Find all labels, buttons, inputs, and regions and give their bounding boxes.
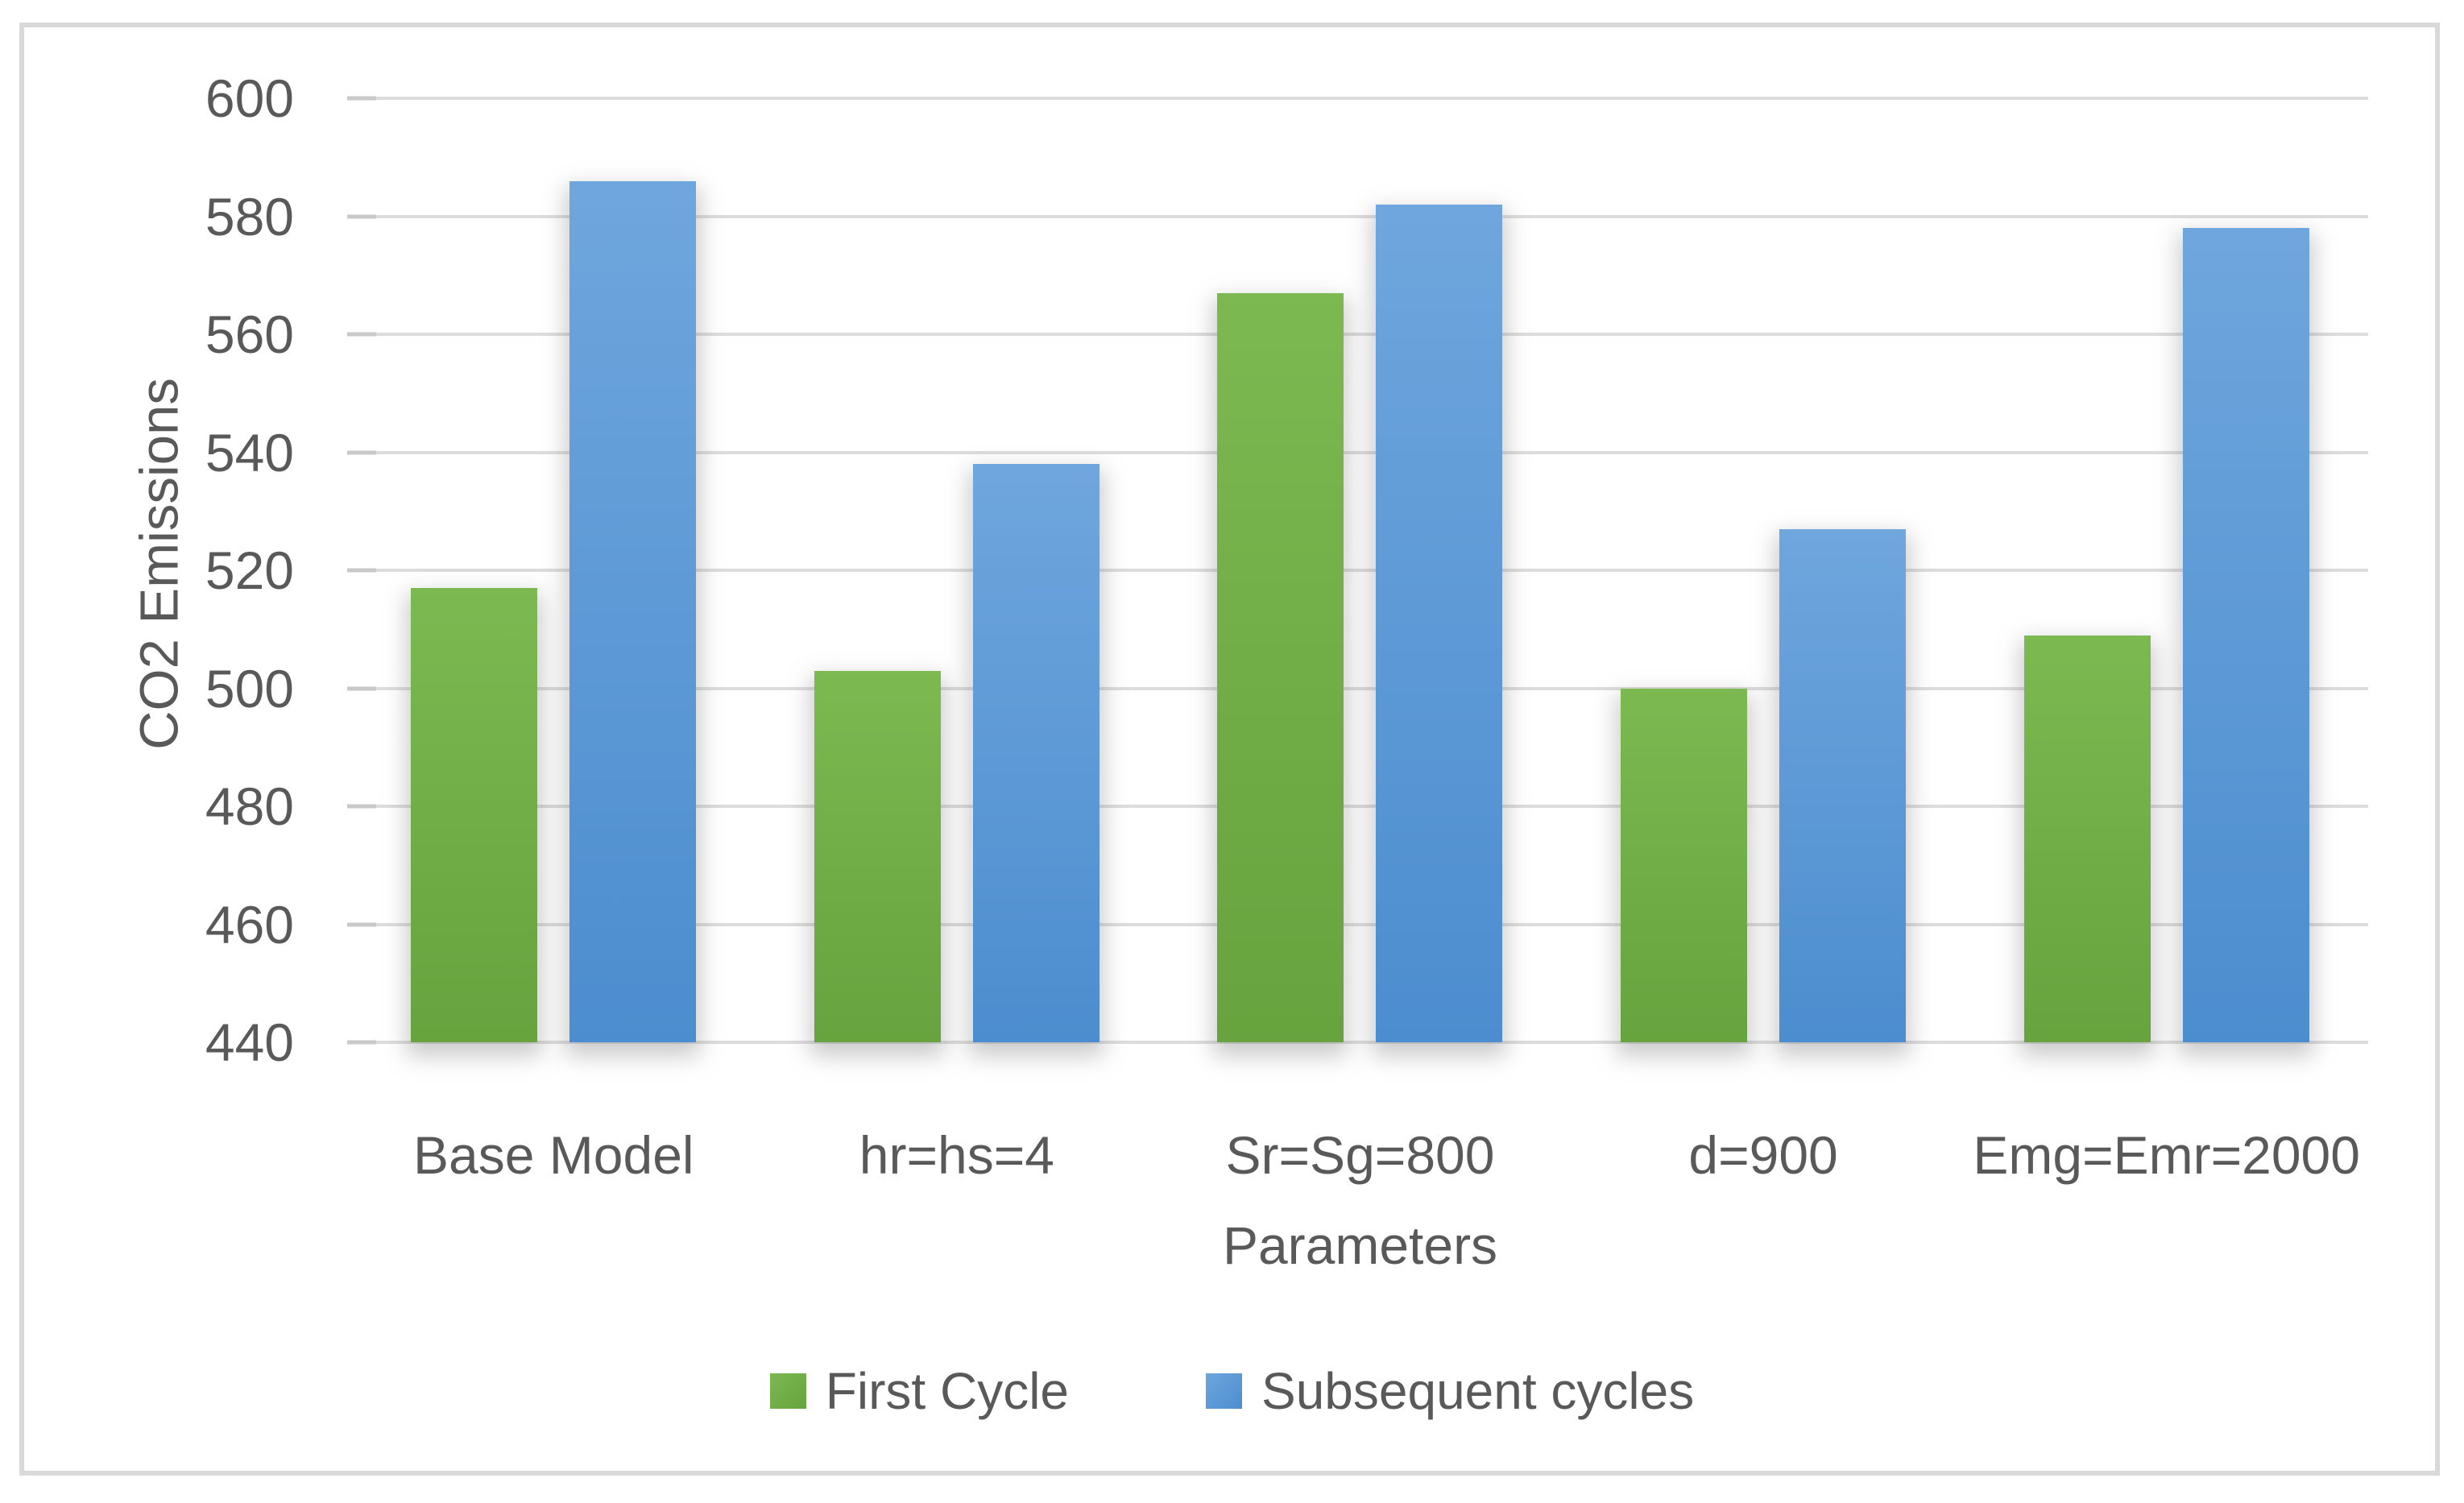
gridline-580 <box>352 214 2368 218</box>
x-category-label-emg-emr-2000: Emg=Emr=2000 <box>1973 1125 2360 1185</box>
legend-item-subsequent-cycles: Subsequent cycles <box>1206 1361 1694 1421</box>
x-axis-title: Parameters <box>1222 1215 1498 1275</box>
plot-area <box>347 96 2368 1045</box>
y-tick-label-480: 480 <box>205 776 294 836</box>
legend-swatch-first-cycle <box>769 1373 806 1409</box>
gridline-480 <box>352 805 2368 808</box>
gridline-600 <box>352 97 2368 100</box>
bar-group-base-model <box>352 98 756 1042</box>
y-tick-label-600: 600 <box>205 68 294 128</box>
bar-first-cycle-emg-emr-2000 <box>2023 635 2151 1042</box>
gridline-440 <box>352 1041 2368 1044</box>
y-axis-tick-labels: 600 580 560 540 520 500 480 460 440 <box>0 72 294 1069</box>
bar-subsequent-cycles-base-model <box>569 180 697 1042</box>
y-axis-tick-580 <box>347 214 376 218</box>
bar-group-sr-sg-800 <box>1158 98 1562 1042</box>
y-axis-tick-600 <box>347 96 376 101</box>
bar-subsequent-cycles-sr-sg-800 <box>1376 204 1503 1042</box>
y-tick-label-440: 440 <box>205 1012 294 1072</box>
bar-subsequent-cycles-hr-hs-4 <box>972 464 1099 1042</box>
gridline-540 <box>352 450 2368 454</box>
y-tick-label-580: 580 <box>205 186 294 246</box>
y-axis-tick-440 <box>347 1040 376 1045</box>
legend-swatch-subsequent-cycles <box>1206 1373 1242 1409</box>
y-tick-label-560: 560 <box>205 304 294 364</box>
y-tick-label-460: 460 <box>205 894 294 954</box>
bar-subsequent-cycles-d-900 <box>1779 528 1907 1042</box>
bar-group-hr-hs-4 <box>756 98 1159 1042</box>
x-category-label-d-900: d=900 <box>1688 1125 1838 1185</box>
legend-item-first-cycle: First Cycle <box>769 1361 1069 1421</box>
bar-first-cycle-sr-sg-800 <box>1217 292 1344 1042</box>
x-axis-category-labels: Base Model hr=hs=4 Sr=Sg=800 d=900 Emg=Emr=2… <box>352 1124 2368 1186</box>
y-axis-tick-500 <box>347 686 376 690</box>
legend-label-first-cycle: First Cycle <box>825 1362 1069 1420</box>
y-tick-label-520: 520 <box>205 540 294 600</box>
bar-group-emg-emr-2000 <box>1965 98 2368 1042</box>
x-category-label-sr-sg-800: Sr=Sg=800 <box>1225 1125 1495 1185</box>
gridline-460 <box>352 922 2368 926</box>
gridline-560 <box>352 333 2368 336</box>
bar-group-d-900 <box>1562 98 1965 1042</box>
x-category-label-base-model: Base Model <box>413 1125 694 1185</box>
y-tick-label-500: 500 <box>205 658 294 718</box>
gridline-520 <box>352 569 2368 572</box>
x-category-label-hr-hs-4: hr=hs=4 <box>859 1125 1054 1185</box>
y-axis-tick-520 <box>347 568 376 573</box>
bar-first-cycle-base-model <box>411 587 538 1042</box>
y-axis-tick-540 <box>347 450 376 454</box>
y-axis-tick-480 <box>347 804 376 809</box>
gridline-500 <box>352 686 2368 690</box>
bar-first-cycle-hr-hs-4 <box>814 670 941 1042</box>
y-axis-tick-460 <box>347 922 376 926</box>
y-axis-tick-560 <box>347 332 376 337</box>
bar-first-cycle-d-900 <box>1621 688 1748 1042</box>
legend-label-subsequent-cycles: Subsequent cycles <box>1261 1362 1695 1420</box>
legend: First Cycle Subsequent cycles <box>0 1361 2464 1421</box>
y-tick-label-540: 540 <box>205 422 294 482</box>
bar-subsequent-cycles-emg-emr-2000 <box>2182 228 2309 1042</box>
bar-groups <box>352 98 2368 1042</box>
